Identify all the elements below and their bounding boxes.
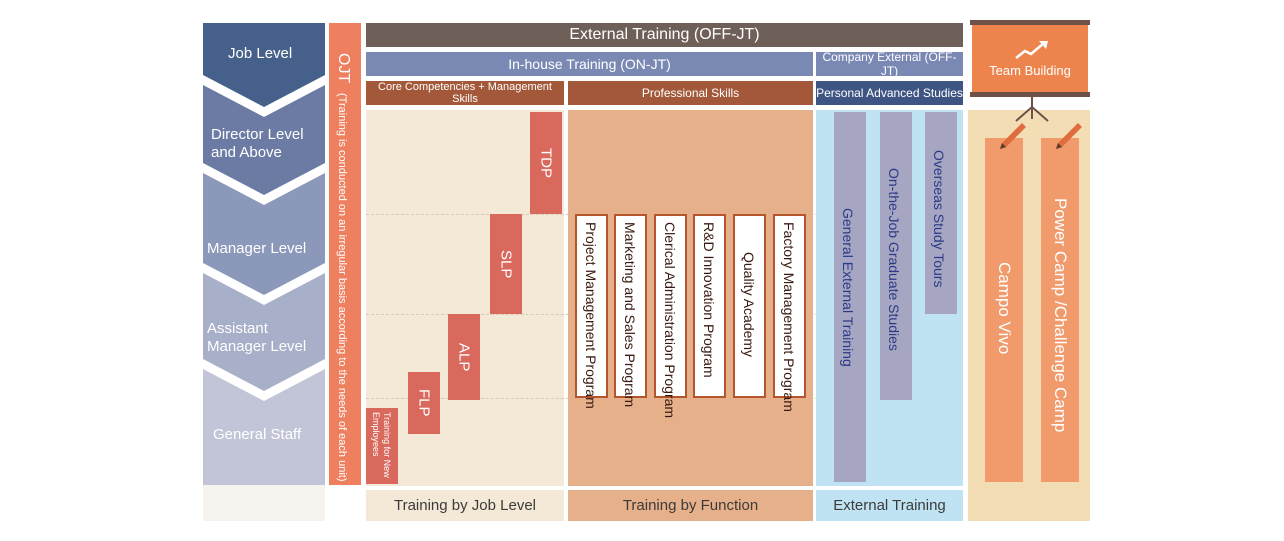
flp-label: FLP (415, 389, 433, 417)
quality-academy-label: Quality Academy (741, 252, 757, 358)
level-director: Director Level and Above (211, 126, 304, 161)
new-employees-training-bar: Training for New Employees (366, 408, 398, 484)
tdp-bar: TDP (530, 112, 562, 214)
graduate-studies-label: On-the-Job Graduate Studies (886, 168, 902, 351)
job-level-chevron-column (203, 23, 325, 485)
pencil-icon (1056, 123, 1082, 149)
quality-academy-program: Quality Academy (733, 214, 766, 398)
tdp-label: TDP (537, 148, 555, 178)
clerical-administration-program: Clerical Administration Program (654, 214, 687, 418)
job-level-header: Job Level (228, 45, 293, 62)
factory-management-program: Factory Management Program (773, 214, 806, 412)
project-management-label: Project Management Program (583, 222, 599, 409)
rd-innovation-program: R&D Innovation Program (693, 214, 726, 398)
power-camp-bar: Power Camp /Challenge Camp (1041, 138, 1079, 482)
ojt-title: OJT (335, 53, 352, 84)
slp-bar: SLP (490, 214, 522, 314)
board-bottom-rail (970, 92, 1090, 97)
marketing-sales-label: Marketing and Sales Program (622, 222, 638, 408)
level-manager: Manager Level (207, 240, 307, 257)
job-level-footer-blank (203, 485, 325, 521)
inhouse-training-header: In-house Training (ON-JT) (366, 52, 813, 76)
pencil-icon (1000, 123, 1026, 149)
professional-skills-header: Professional Skills (568, 81, 813, 105)
footer-training-by-job-level: Training by Job Level (366, 490, 564, 521)
slp-label: SLP (497, 249, 515, 279)
overseas-study-tours-label: Overseas Study Tours (931, 150, 947, 288)
level-general-staff: General Staff (213, 426, 302, 443)
general-external-training-label: General External Training (840, 208, 856, 367)
clerical-administration-label: Clerical Administration Program (662, 222, 678, 419)
project-management-program: Project Management Program (575, 214, 608, 409)
alp-bar: ALP (448, 314, 480, 400)
ojt-column: OJT (Training is conducted on an irregul… (329, 23, 361, 485)
footer-external-training: External Training (816, 490, 963, 521)
team-building-label: Team Building (989, 63, 1071, 78)
graduate-studies-bar: On-the-Job Graduate Studies (880, 112, 912, 400)
campo-vivo-label: Campo Vivo (995, 262, 1014, 355)
team-building-board: Team Building (972, 25, 1088, 92)
campo-vivo-bar: Campo Vivo (985, 138, 1023, 482)
rd-innovation-label: R&D Innovation Program (701, 222, 717, 378)
external-training-offjt-header: External Training (OFF-JT) (366, 23, 963, 47)
footer-training-by-function: Training by Function (568, 490, 813, 521)
core-competencies-header: Core Competencies + Management Skills (366, 81, 564, 105)
growth-arrow-icon (1015, 41, 1048, 59)
power-camp-label: Power Camp /Challenge Camp (1051, 198, 1070, 433)
personal-advanced-studies-header: Personal Advanced Studies (816, 81, 963, 105)
factory-management-label: Factory Management Program (781, 222, 797, 412)
ojt-note: (Training is conducted on an irregular b… (336, 93, 348, 482)
overseas-study-tours-bar: Overseas Study Tours (925, 112, 957, 314)
function-section (568, 110, 813, 486)
company-external-header: Company External (OFF-JT) (816, 50, 963, 78)
general-external-training-bar: General External Training (834, 112, 866, 482)
new-employees-label: Training for New Employees (371, 412, 392, 478)
alp-label: ALP (455, 342, 473, 372)
marketing-sales-program: Marketing and Sales Program (614, 214, 647, 407)
flp-bar: FLP (408, 372, 440, 434)
easel-legs-icon (1015, 97, 1049, 122)
level-assistant-manager: Assistant Manager Level (207, 320, 307, 355)
board-top-rail (970, 20, 1090, 25)
